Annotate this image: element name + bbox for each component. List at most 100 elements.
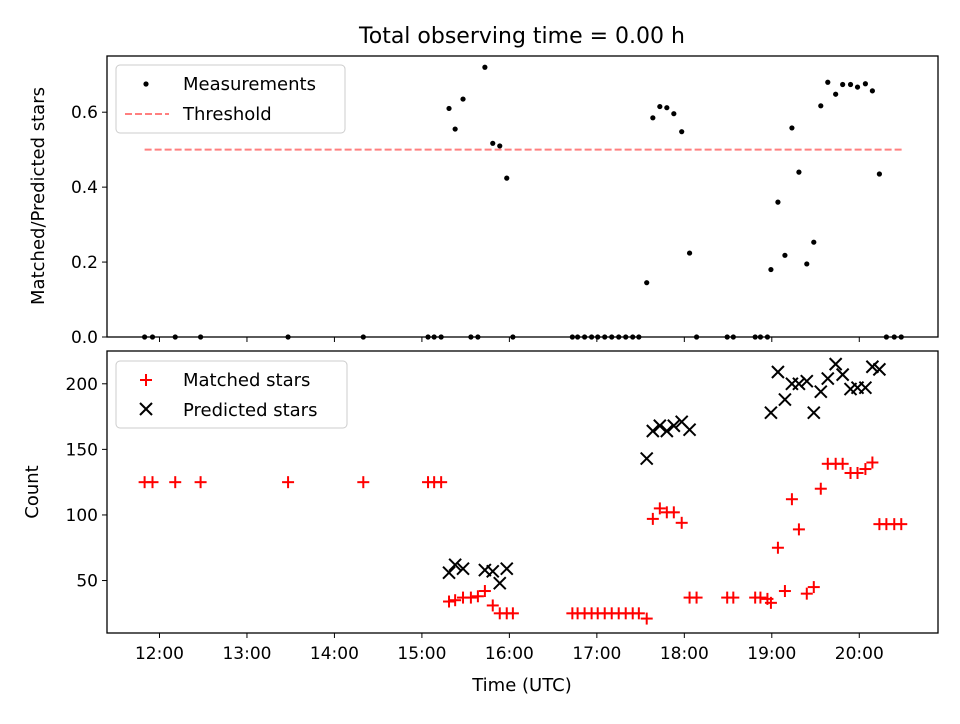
predicted-point xyxy=(814,384,828,399)
predicted-point xyxy=(646,424,660,438)
matched-point xyxy=(443,595,456,608)
matched-point xyxy=(866,456,879,469)
legend-measurements-label: Measurements xyxy=(183,74,316,95)
matched-point xyxy=(859,463,872,476)
matched-point xyxy=(478,585,491,598)
measurement-point xyxy=(789,125,795,131)
predicted-point xyxy=(865,360,880,374)
measurement-point xyxy=(804,261,810,267)
bottom-y-axis-label: Count xyxy=(22,465,43,518)
measurement-point xyxy=(504,175,510,181)
matched-point xyxy=(435,476,448,489)
top-plot-frame xyxy=(106,55,939,338)
top-panel: Matched/Predicted stars 0.0 0.2 0.4 0.6 Mea… xyxy=(28,55,939,348)
matched-point xyxy=(895,518,908,531)
predicted-point xyxy=(821,371,835,386)
measurement-point xyxy=(490,140,496,146)
measurement-point xyxy=(664,105,670,111)
matched-stars-series xyxy=(138,456,908,625)
predicted-point xyxy=(660,424,674,438)
matched-point xyxy=(357,476,370,489)
predicted-point xyxy=(872,362,887,377)
measurement-point xyxy=(782,252,788,258)
predicted-point xyxy=(828,357,843,371)
legend-threshold-label: Threshold xyxy=(182,104,272,125)
predicted-point xyxy=(442,565,456,580)
predicted-point xyxy=(792,377,806,391)
measurement-point xyxy=(452,126,458,132)
matched-point xyxy=(836,457,849,470)
x-tick-label: 16:00 xyxy=(485,644,534,664)
predicted-point xyxy=(667,419,681,433)
bottom-legend: Matched stars Predicted stars xyxy=(115,360,348,429)
measurement-point xyxy=(833,91,839,97)
legend-predicted-label: Predicted stars xyxy=(183,400,317,421)
measurement-point xyxy=(854,84,861,90)
measurement-point xyxy=(686,250,693,256)
legend-predicted-marker xyxy=(139,402,153,416)
legend-matched-marker xyxy=(140,374,152,386)
legend-matched-label: Matched stars xyxy=(183,370,310,391)
measurement-point xyxy=(657,103,663,110)
measurement-point xyxy=(869,88,875,94)
x-tick-label: 20:00 xyxy=(835,644,884,664)
predicted-point xyxy=(858,381,873,395)
matched-point xyxy=(464,591,477,604)
matched-point xyxy=(754,591,767,604)
top-legend-box xyxy=(115,64,346,134)
x-tick-label: 17:00 xyxy=(572,644,621,664)
predicted-point xyxy=(486,564,500,579)
matched-point xyxy=(194,476,207,489)
matched-point xyxy=(807,581,820,594)
predicted-point xyxy=(807,405,821,420)
measurement-point xyxy=(460,96,466,102)
measurement-point xyxy=(644,280,650,286)
top-y-axis-label: Matched/Predicted stars xyxy=(28,87,49,305)
measurement-point xyxy=(650,115,656,121)
matched-point xyxy=(727,591,740,604)
matched-point xyxy=(814,482,827,495)
matched-point xyxy=(653,502,666,515)
x-tick-label: 15:00 xyxy=(397,644,446,664)
measurement-point xyxy=(818,103,824,109)
x-tick-label: 18:00 xyxy=(660,644,709,664)
bottom-legend-box xyxy=(115,360,348,429)
matched-point xyxy=(785,493,798,506)
bottom-plot-frame xyxy=(106,350,939,634)
bottom-y-tick-label: 100 xyxy=(66,506,98,526)
measurement-point xyxy=(768,266,774,273)
matched-point xyxy=(506,607,519,620)
measurement-point xyxy=(679,129,685,135)
bottom-ticks: 50 100 150 200 12:00 13:00 14:00 15:00 16:00 17:0… xyxy=(66,375,884,664)
bottom-y-tick-label: 50 xyxy=(76,572,98,592)
predicted-point xyxy=(456,562,470,576)
matched-point xyxy=(667,506,680,519)
matched-point xyxy=(771,541,784,554)
matched-point xyxy=(764,596,777,609)
top-ticks: 0.0 0.2 0.4 0.6 xyxy=(71,103,860,348)
measurement-point xyxy=(847,81,854,88)
matched-point xyxy=(792,523,805,536)
measurement-point xyxy=(840,81,846,88)
predicted-point xyxy=(653,419,667,433)
measurement-point xyxy=(796,169,802,175)
matched-point xyxy=(646,512,659,525)
matched-point xyxy=(851,466,864,479)
predicted-point xyxy=(800,374,814,388)
predicted-point xyxy=(493,576,507,590)
matched-point xyxy=(471,590,484,603)
top-y-tick-label: 0.6 xyxy=(71,103,98,123)
measurement-point xyxy=(811,239,817,245)
bottom-y-tick-label: 150 xyxy=(66,440,98,460)
predicted-point xyxy=(640,451,654,466)
matched-point xyxy=(778,585,791,598)
predicted-point xyxy=(448,558,462,572)
measurement-point xyxy=(876,171,882,177)
matched-point xyxy=(169,476,182,489)
matched-point xyxy=(640,612,653,625)
measurement-point xyxy=(671,111,677,117)
matched-point xyxy=(690,591,703,604)
x-tick-label: 12:00 xyxy=(135,644,184,664)
bottom-y-tick-label: 200 xyxy=(66,375,98,395)
measurement-point xyxy=(825,79,831,85)
